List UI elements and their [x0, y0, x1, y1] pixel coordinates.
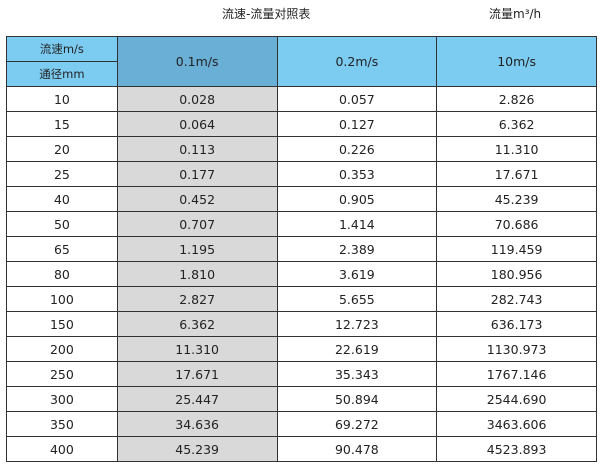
- table-row: 80 1.810 3.619 180.956: [6, 261, 597, 287]
- flow-cell: 11.310: [116, 336, 278, 362]
- col-header-0.2: 0.2m/s: [276, 36, 438, 87]
- flow-cell: 636.173: [436, 311, 597, 337]
- table-row: 10 0.028 0.057 2.826: [6, 86, 597, 112]
- table-row: 400 45.239 90.478 4523.893: [6, 436, 597, 462]
- table-row: 15 0.064 0.127 6.362: [6, 111, 597, 137]
- col-header-10: 10m/s: [436, 36, 597, 87]
- flow-cell: 4523.893: [436, 436, 597, 462]
- flow-cell: 2.827: [116, 286, 278, 312]
- diameter-cell: 200: [6, 336, 118, 362]
- flow-cell: 0.707: [116, 211, 278, 237]
- flow-cell: 1767.146: [436, 361, 597, 387]
- table-row: 350 34.636 69.272 3463.606: [6, 411, 597, 437]
- diameter-cell: 20: [6, 136, 118, 162]
- flow-cell: 2.826: [436, 86, 597, 112]
- flow-cell: 5.655: [276, 286, 438, 312]
- table-row: 40 0.452 0.905 45.239: [6, 186, 597, 212]
- diameter-cell: 65: [6, 236, 118, 262]
- flow-cell: 12.723: [276, 311, 438, 337]
- table-row: 150 6.362 12.723 636.173: [6, 311, 597, 337]
- flow-cell: 17.671: [116, 361, 278, 387]
- flow-cell: 3463.606: [436, 411, 597, 437]
- flow-cell: 0.057: [276, 86, 438, 112]
- flow-cell: 0.127: [276, 111, 438, 137]
- flow-cell: 25.447: [116, 386, 278, 412]
- diameter-header: 通径mm: [6, 61, 118, 87]
- flow-cell: 0.226: [276, 136, 438, 162]
- flow-cell: 180.956: [436, 261, 597, 287]
- flow-cell: 11.310: [436, 136, 597, 162]
- flow-cell: 17.671: [436, 161, 597, 187]
- table-row: 200 11.310 22.619 1130.973: [6, 336, 597, 362]
- diameter-cell: 300: [6, 386, 118, 412]
- table-row: 20 0.113 0.226 11.310: [6, 136, 597, 162]
- flow-cell: 0.452: [116, 186, 278, 212]
- flow-cell: 2544.690: [436, 386, 597, 412]
- col-header-0.1: 0.1m/s: [116, 36, 278, 87]
- flow-cell: 282.743: [436, 286, 597, 312]
- diameter-cell: 10: [6, 86, 118, 112]
- diameter-cell: 15: [6, 111, 118, 137]
- flow-cell: 3.619: [276, 261, 438, 287]
- table-row: 50 0.707 1.414 70.686: [6, 211, 597, 237]
- flow-cell: 50.894: [276, 386, 438, 412]
- flow-cell: 69.272: [276, 411, 438, 437]
- flow-cell: 6.362: [116, 311, 278, 337]
- flow-cell: 45.239: [116, 436, 278, 462]
- velocity-header: 流速m/s: [6, 36, 118, 62]
- flow-cell: 22.619: [276, 336, 438, 362]
- flow-cell: 0.353: [276, 161, 438, 187]
- diameter-cell: 50: [6, 211, 118, 237]
- flow-cell: 0.113: [116, 136, 278, 162]
- flow-cell: 0.905: [276, 186, 438, 212]
- flow-cell: 0.064: [116, 111, 278, 137]
- diameter-cell: 100: [6, 286, 118, 312]
- diameter-cell: 150: [6, 311, 118, 337]
- table-row: 250 17.671 35.343 1767.146: [6, 361, 597, 387]
- table-row: 65 1.195 2.389 119.459: [6, 236, 597, 262]
- flow-cell: 35.343: [276, 361, 438, 387]
- diameter-cell: 400: [6, 436, 118, 462]
- table-row: 25 0.177 0.353 17.671: [6, 161, 597, 187]
- flow-cell: 6.362: [436, 111, 597, 137]
- flow-cell: 1.414: [276, 211, 438, 237]
- diameter-cell: 25: [6, 161, 118, 187]
- flow-cell: 45.239: [436, 186, 597, 212]
- flow-cell: 2.389: [276, 236, 438, 262]
- flow-cell: 1.810: [116, 261, 278, 287]
- flow-rate-table: 流速m/s 0.1m/s 0.2m/s 10m/s 通径mm 10 0.028 0.…: [6, 36, 597, 462]
- flow-cell: 0.028: [116, 86, 278, 112]
- diameter-cell: 80: [6, 261, 118, 287]
- diameter-cell: 350: [6, 411, 118, 437]
- flow-cell: 70.686: [436, 211, 597, 237]
- diameter-cell: 250: [6, 361, 118, 387]
- flow-cell: 1.195: [116, 236, 278, 262]
- flow-cell: 34.636: [116, 411, 278, 437]
- table-title: 流速-流量对照表: [222, 7, 311, 21]
- table-row: 300 25.447 50.894 2544.690: [6, 386, 597, 412]
- flow-cell: 1130.973: [436, 336, 597, 362]
- flow-cell: 90.478: [276, 436, 438, 462]
- unit-label: 流量m³/h: [489, 7, 542, 21]
- flow-cell: 0.177: [116, 161, 278, 187]
- flow-cell: 119.459: [436, 236, 597, 262]
- diameter-cell: 40: [6, 186, 118, 212]
- table-row: 100 2.827 5.655 282.743: [6, 286, 597, 312]
